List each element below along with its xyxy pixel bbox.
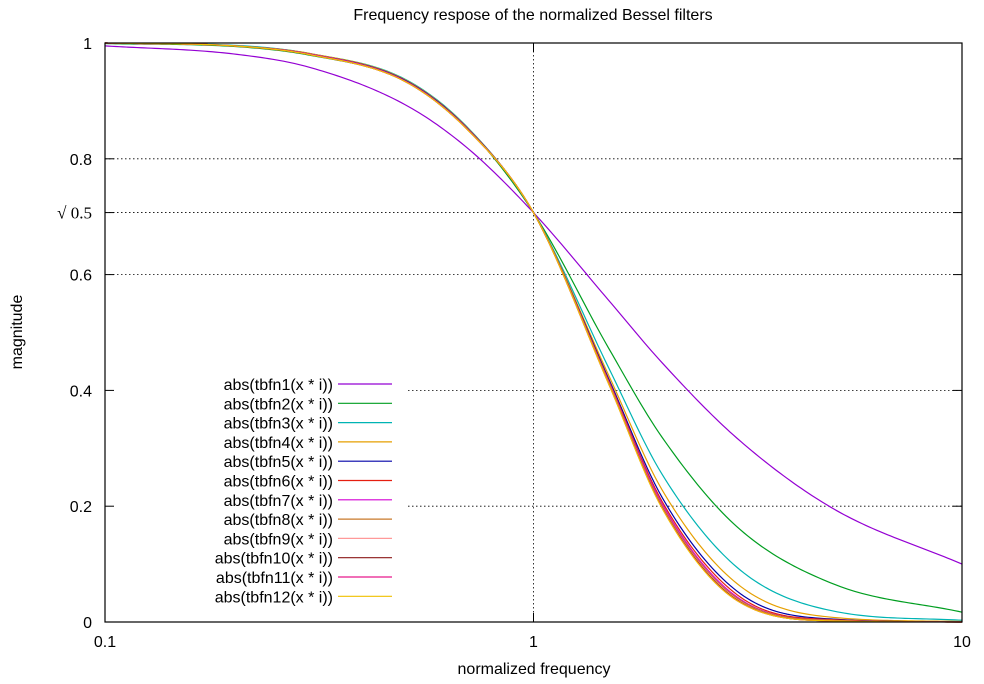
series-lines bbox=[104, 42, 963, 623]
legend: abs(tbfn1(x * i)) abs(tbfn2(x * i)) abs(tb… bbox=[215, 377, 392, 606]
y-axis-label: magnitude bbox=[9, 295, 26, 370]
legend-label-4: abs(tbfn4(x * i)) bbox=[224, 435, 333, 452]
legend-label-6: abs(tbfn6(x * i)) bbox=[224, 474, 333, 491]
legend-label-7: abs(tbfn7(x * i)) bbox=[224, 493, 333, 510]
y-tick-label-5: 0.8 bbox=[70, 152, 92, 169]
legend-label-10: abs(tbfn10(x * i)) bbox=[215, 551, 333, 568]
y-tick-label-2: 0.4 bbox=[70, 383, 92, 400]
axis-ticks: 0 0.2 0.4 0.6 √ 0.5 0.8 1 0.1 1 10 bbox=[57, 36, 971, 651]
y-tick-label-3: 0.6 bbox=[70, 268, 92, 285]
y-tick-label-0: 0 bbox=[83, 615, 92, 632]
series-line-12 bbox=[104, 42, 963, 623]
x-tick-label-1: 1 bbox=[529, 634, 538, 651]
x-tick-label-0: 0.1 bbox=[94, 634, 116, 651]
x-axis-label: normalized frequency bbox=[458, 661, 611, 678]
legend-label-12: abs(tbfn12(x * i)) bbox=[215, 589, 333, 606]
legend-label-5: abs(tbfn5(x * i)) bbox=[224, 454, 333, 471]
legend-label-3: abs(tbfn3(x * i)) bbox=[224, 416, 333, 433]
legend-label-8: abs(tbfn8(x * i)) bbox=[224, 512, 333, 529]
y-tick-label-1: 0.2 bbox=[70, 499, 92, 516]
legend-label-9: abs(tbfn9(x * i)) bbox=[224, 531, 333, 548]
legend-label-2: abs(tbfn2(x * i)) bbox=[224, 396, 333, 413]
x-tick-label-2: 10 bbox=[953, 634, 971, 651]
legend-label-11: abs(tbfn11(x * i)) bbox=[216, 570, 333, 587]
legend-label-1: abs(tbfn1(x * i)) bbox=[224, 377, 333, 394]
chart-title: Frequency respose of the normalized Bess… bbox=[353, 7, 712, 24]
y-tick-label-6: 1 bbox=[83, 36, 92, 53]
y-tick-label-4: √ 0.5 bbox=[57, 204, 92, 223]
